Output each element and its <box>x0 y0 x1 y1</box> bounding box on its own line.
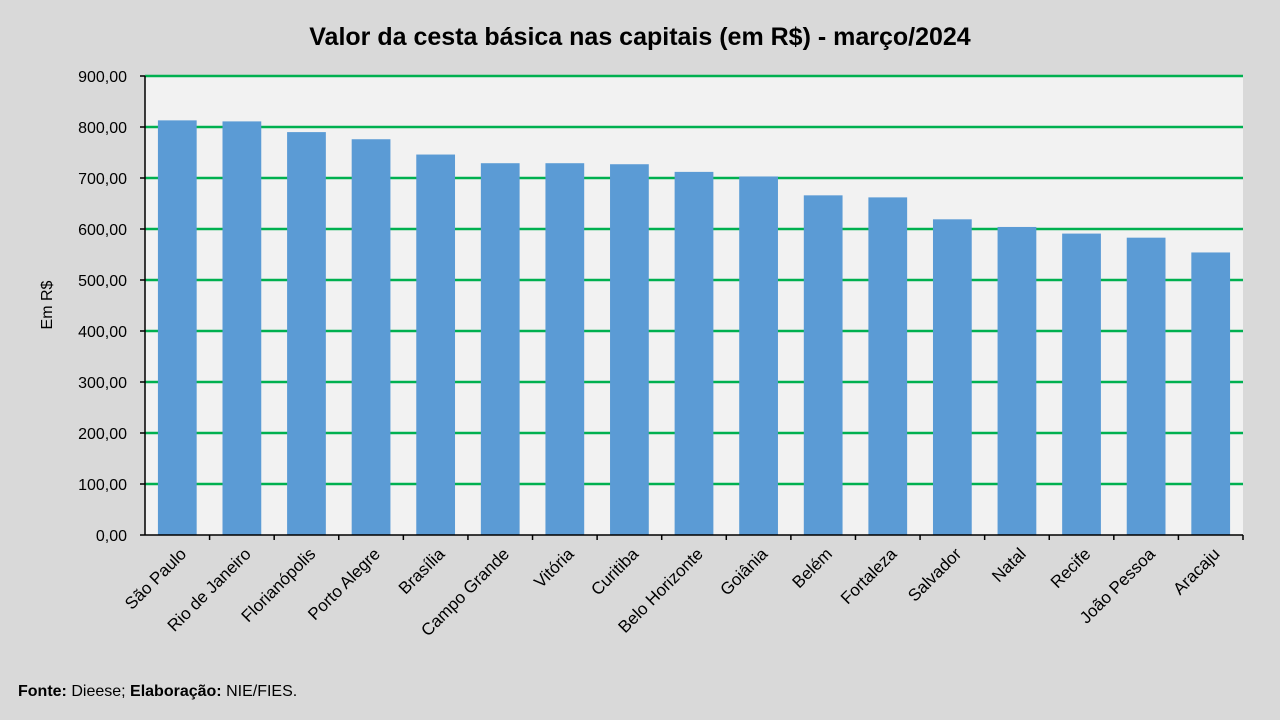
source-note: Fonte: Dieese; Elaboração: NIE/FIES. <box>18 683 297 701</box>
chart-title: Valor da cesta básica nas capitais (em R… <box>309 23 971 51</box>
elaboration-value: NIE/FIES. <box>226 683 298 700</box>
bar <box>868 197 908 535</box>
y-tick-label: 600,00 <box>78 222 127 239</box>
bar <box>803 195 843 535</box>
x-category-label: Salvador <box>904 544 965 605</box>
y-tick-label: 100,00 <box>78 477 127 494</box>
y-tick-label: 700,00 <box>78 171 127 188</box>
x-category-label: Natal <box>988 544 1029 585</box>
x-category-label: Recife <box>1047 544 1095 592</box>
bar <box>1191 252 1231 535</box>
bar <box>610 164 649 536</box>
bar <box>157 120 197 536</box>
bar <box>416 154 456 536</box>
x-category-label: Goiânia <box>717 544 772 599</box>
source-label: Fonte: <box>18 683 67 700</box>
source-value: Dieese; <box>71 683 126 700</box>
bar <box>674 171 714 535</box>
x-category-label: Curitiba <box>587 544 642 599</box>
y-tick-labels: 0,00 100,00 200,00 300,00 400,00 500,00 600,00… <box>78 69 127 545</box>
bars <box>157 120 1231 536</box>
y-tick-label: 300,00 <box>78 375 127 392</box>
axes <box>140 75 1244 540</box>
bar <box>545 163 585 535</box>
bar <box>739 176 778 535</box>
x-category-label: Fortaleza <box>837 544 901 608</box>
bar <box>351 139 391 536</box>
y-tick-label: 900,00 <box>78 69 127 86</box>
x-category-label: Belém <box>788 544 836 592</box>
y-tick-label: 0,00 <box>96 528 127 545</box>
y-tick-label: 400,00 <box>78 324 127 341</box>
bar <box>997 226 1037 535</box>
bar <box>1126 237 1166 536</box>
x-category-label: Aracaju <box>1169 544 1223 598</box>
bar <box>1062 233 1101 535</box>
bar <box>480 163 520 535</box>
elaboration-label: Elaboração: <box>130 683 222 700</box>
x-category-label: Vitória <box>530 544 578 592</box>
bar <box>222 121 262 535</box>
y-axis-label: Em R$ <box>39 280 56 329</box>
x-category-label: São Paulo <box>121 544 190 613</box>
y-tick-label: 800,00 <box>78 120 127 137</box>
bar <box>932 219 972 535</box>
y-tick-label: 200,00 <box>78 426 127 443</box>
x-category-label: Brasília <box>395 544 449 598</box>
bar <box>287 132 326 535</box>
y-tick-label: 500,00 <box>78 273 127 290</box>
